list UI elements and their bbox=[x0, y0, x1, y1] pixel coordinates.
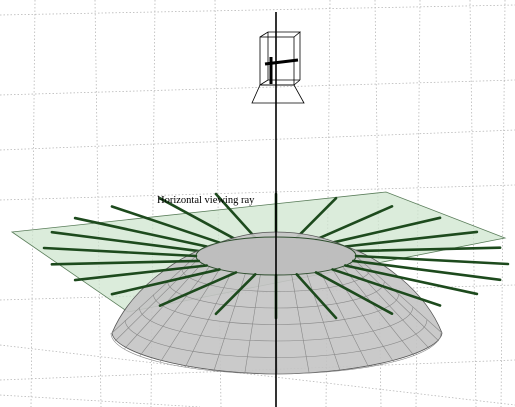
viewing-ray bbox=[314, 271, 394, 315]
grid-line bbox=[500, 0, 506, 407]
grid-line bbox=[0, 79, 515, 96]
grid-line bbox=[0, 394, 201, 407]
viewing-ray bbox=[110, 268, 221, 296]
viewing-ray bbox=[354, 254, 510, 266]
grid-line bbox=[150, 0, 156, 407]
grid-line bbox=[30, 0, 36, 407]
grid-line bbox=[0, 344, 515, 406]
dome-meridian bbox=[244, 274, 261, 374]
viewing-ray bbox=[295, 273, 338, 320]
viewing-ray bbox=[42, 246, 198, 258]
viewing-ray bbox=[158, 271, 238, 307]
dome-meridian bbox=[349, 263, 430, 349]
dome-meridian bbox=[355, 255, 443, 334]
viewing-ray bbox=[351, 246, 502, 253]
viewer-box bbox=[251, 31, 305, 104]
dome-meridian bbox=[139, 266, 210, 356]
dome-meridian bbox=[291, 274, 310, 374]
viewing-ray bbox=[214, 192, 257, 239]
grid-line bbox=[415, 0, 421, 407]
grid-line bbox=[469, 0, 477, 407]
grid-line bbox=[214, 0, 222, 407]
grid-line bbox=[0, 4, 515, 16]
grid-line bbox=[94, 0, 102, 407]
viewer bbox=[264, 57, 299, 84]
viewing-ray bbox=[331, 268, 442, 307]
dome-meridian bbox=[185, 271, 232, 368]
viewing-ray bbox=[343, 230, 479, 248]
viewing-ray bbox=[50, 259, 201, 266]
viewing-ray bbox=[214, 273, 257, 316]
dome-meridian bbox=[342, 266, 415, 356]
grid-line bbox=[0, 129, 515, 151]
viewing-ray bbox=[314, 205, 394, 241]
viewing-ray bbox=[343, 264, 479, 296]
viewing-ray bbox=[73, 216, 209, 248]
viewing-ray bbox=[351, 259, 502, 282]
viewing-ray bbox=[110, 205, 221, 244]
viewing-ray bbox=[331, 216, 442, 244]
viewing-ray bbox=[73, 264, 209, 282]
rays-front bbox=[42, 246, 510, 320]
grid-line bbox=[0, 184, 515, 201]
viewing-ray bbox=[158, 197, 238, 241]
dome-meridian bbox=[332, 269, 394, 363]
dome-meridian bbox=[320, 271, 369, 368]
ray-label: Horizontal viewing ray bbox=[157, 195, 255, 206]
viewing-ray bbox=[295, 196, 338, 239]
viewing-ray bbox=[50, 230, 201, 253]
dome-meridian bbox=[114, 259, 198, 342]
dome-meridian bbox=[354, 259, 440, 342]
